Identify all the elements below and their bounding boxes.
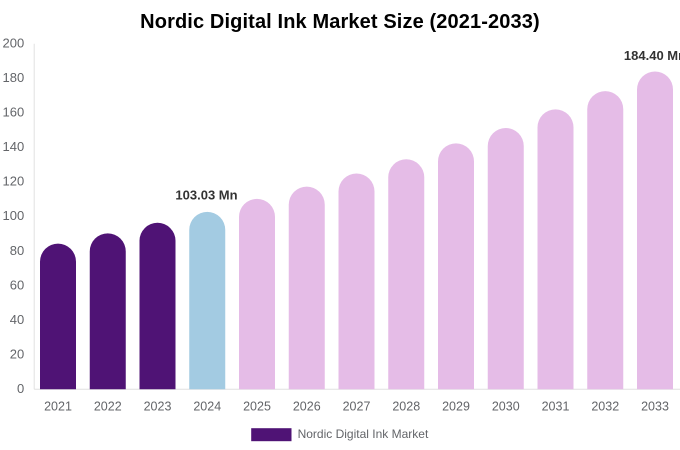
svg-text:Nordic Digital Ink Market: Nordic Digital Ink Market (298, 427, 429, 441)
svg-text:2022: 2022 (94, 400, 122, 414)
svg-text:200: 200 (2, 36, 24, 51)
svg-text:103.03 Mn: 103.03 Mn (175, 187, 237, 202)
svg-text:40: 40 (10, 312, 24, 327)
svg-text:160: 160 (2, 105, 24, 120)
svg-text:2028: 2028 (392, 400, 420, 414)
svg-text:0: 0 (17, 381, 24, 396)
svg-text:2033: 2033 (641, 400, 669, 414)
svg-text:2031: 2031 (542, 400, 570, 414)
svg-text:100: 100 (2, 208, 24, 223)
svg-text:2032: 2032 (591, 400, 619, 414)
svg-text:2021: 2021 (44, 400, 72, 414)
svg-text:2024: 2024 (193, 400, 221, 414)
svg-text:Nordic Digital Ink Market Size: Nordic Digital Ink Market Size (2021-203… (140, 11, 540, 33)
svg-text:2027: 2027 (343, 400, 371, 414)
svg-text:2026: 2026 (293, 400, 321, 414)
svg-text:60: 60 (10, 277, 24, 292)
svg-text:2029: 2029 (442, 400, 470, 414)
svg-text:80: 80 (10, 243, 24, 258)
svg-text:2023: 2023 (144, 400, 172, 414)
svg-text:140: 140 (2, 139, 24, 154)
svg-text:120: 120 (2, 174, 24, 189)
svg-text:180: 180 (2, 70, 24, 85)
svg-text:184.40 Mn: 184.40 Mn (624, 48, 680, 63)
svg-text:2025: 2025 (243, 400, 271, 414)
svg-text:2030: 2030 (492, 400, 520, 414)
svg-text:20: 20 (10, 346, 24, 361)
